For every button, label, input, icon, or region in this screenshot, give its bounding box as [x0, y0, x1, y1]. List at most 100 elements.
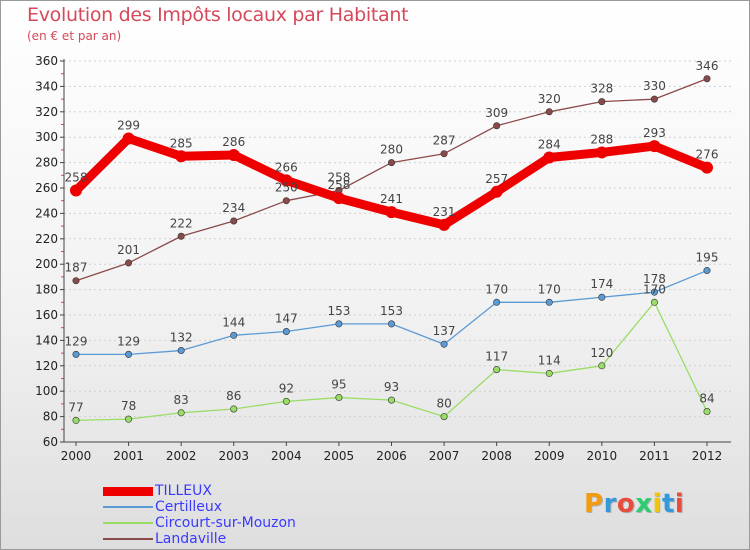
y-tick-label: 180: [35, 283, 58, 297]
data-point: [650, 95, 658, 103]
data-point: [701, 161, 713, 174]
data-point: [440, 340, 448, 348]
data-label: 250: [275, 181, 298, 195]
data-label: 153: [327, 304, 350, 318]
data-point: [230, 331, 238, 339]
data-point: [175, 150, 188, 163]
data-label: 287: [433, 134, 456, 148]
data-point: [122, 132, 135, 145]
y-tick-label: 220: [35, 232, 58, 246]
data-point: [440, 150, 448, 158]
data-label: 258: [327, 178, 350, 192]
data-point: [282, 397, 290, 405]
data-point: [335, 394, 343, 402]
data-label: 330: [643, 79, 666, 93]
x-tick-label: 2005: [324, 449, 355, 463]
data-point: [177, 409, 185, 417]
data-label: 258: [65, 171, 88, 185]
data-label: 174: [590, 277, 613, 291]
data-label: 234: [222, 201, 245, 215]
data-label: 80: [436, 397, 451, 411]
data-label: 258: [327, 171, 350, 185]
x-tick-label: 2009: [534, 449, 565, 463]
y-tick-label: 280: [35, 156, 58, 170]
data-point: [703, 408, 711, 416]
data-label: 293: [643, 126, 666, 140]
data-label: 257: [485, 172, 508, 186]
y-tick-label: 80: [43, 410, 58, 424]
data-label: 231: [433, 205, 456, 219]
data-point: [493, 122, 501, 130]
data-point: [598, 98, 606, 106]
y-tick-label: 260: [35, 181, 58, 195]
data-point: [490, 185, 503, 198]
y-tick-label: 140: [35, 333, 58, 347]
data-point: [230, 217, 238, 225]
data-label: 222: [170, 216, 193, 230]
data-label: 170: [485, 282, 508, 296]
data-point: [385, 206, 398, 219]
data-label: 286: [222, 135, 245, 149]
legend-swatch: [103, 522, 153, 524]
data-point: [72, 350, 80, 358]
data-label: 187: [65, 261, 88, 275]
data-label: 299: [117, 118, 140, 132]
y-tick-label: 240: [35, 206, 58, 220]
data-label: 86: [226, 389, 241, 403]
legend-label: Certilleux: [155, 499, 223, 515]
legend-swatch: [103, 506, 153, 508]
data-point: [70, 184, 82, 197]
data-point: [493, 366, 501, 374]
data-label: 132: [170, 331, 193, 345]
y-tick-label: 100: [35, 384, 58, 398]
data-point: [282, 197, 290, 205]
legend-swatch: [103, 486, 153, 496]
y-tick-label: 360: [35, 54, 58, 68]
data-label: 129: [117, 334, 140, 348]
x-tick-label: 2003: [218, 449, 249, 463]
x-tick-label: 2008: [481, 449, 512, 463]
y-tick-label: 340: [35, 79, 58, 93]
data-label: 170: [643, 282, 666, 296]
x-tick-label: 2007: [429, 449, 460, 463]
legend-label: TILLEUX: [155, 483, 212, 499]
x-tick-label: 2006: [376, 449, 407, 463]
x-tick-label: 2012: [692, 449, 723, 463]
data-point: [230, 405, 238, 413]
series-line-landaville: [75, 78, 708, 282]
data-point: [387, 320, 395, 328]
data-point: [72, 277, 80, 285]
x-tick-label: 2004: [271, 449, 302, 463]
data-label: 285: [170, 136, 193, 150]
y-tick-label: 320: [35, 105, 58, 119]
data-label: 276: [696, 148, 719, 162]
data-point: [227, 148, 240, 161]
data-point: [595, 146, 608, 159]
data-point: [440, 413, 448, 421]
data-point: [332, 192, 345, 205]
data-label: 328: [590, 82, 613, 96]
data-label: 241: [380, 192, 403, 206]
data-label: 288: [590, 132, 613, 146]
data-label: 147: [275, 312, 298, 326]
x-tick-label: 2000: [61, 449, 92, 463]
data-point: [438, 218, 451, 231]
data-point: [545, 369, 553, 377]
data-label: 120: [590, 346, 613, 360]
data-point: [280, 174, 293, 187]
data-point: [703, 75, 711, 83]
data-label: 144: [222, 315, 245, 329]
data-label: 170: [538, 282, 561, 296]
y-tick-label: 60: [43, 435, 58, 449]
data-label: 114: [538, 353, 561, 367]
data-label: 280: [380, 143, 403, 157]
data-point: [125, 415, 133, 423]
data-point: [703, 267, 711, 275]
data-label: 129: [65, 334, 88, 348]
data-point: [125, 259, 133, 267]
data-label: 201: [117, 243, 140, 257]
legend-label: Circourt-sur-Mouzon: [155, 515, 296, 531]
data-label: 84: [699, 392, 714, 406]
